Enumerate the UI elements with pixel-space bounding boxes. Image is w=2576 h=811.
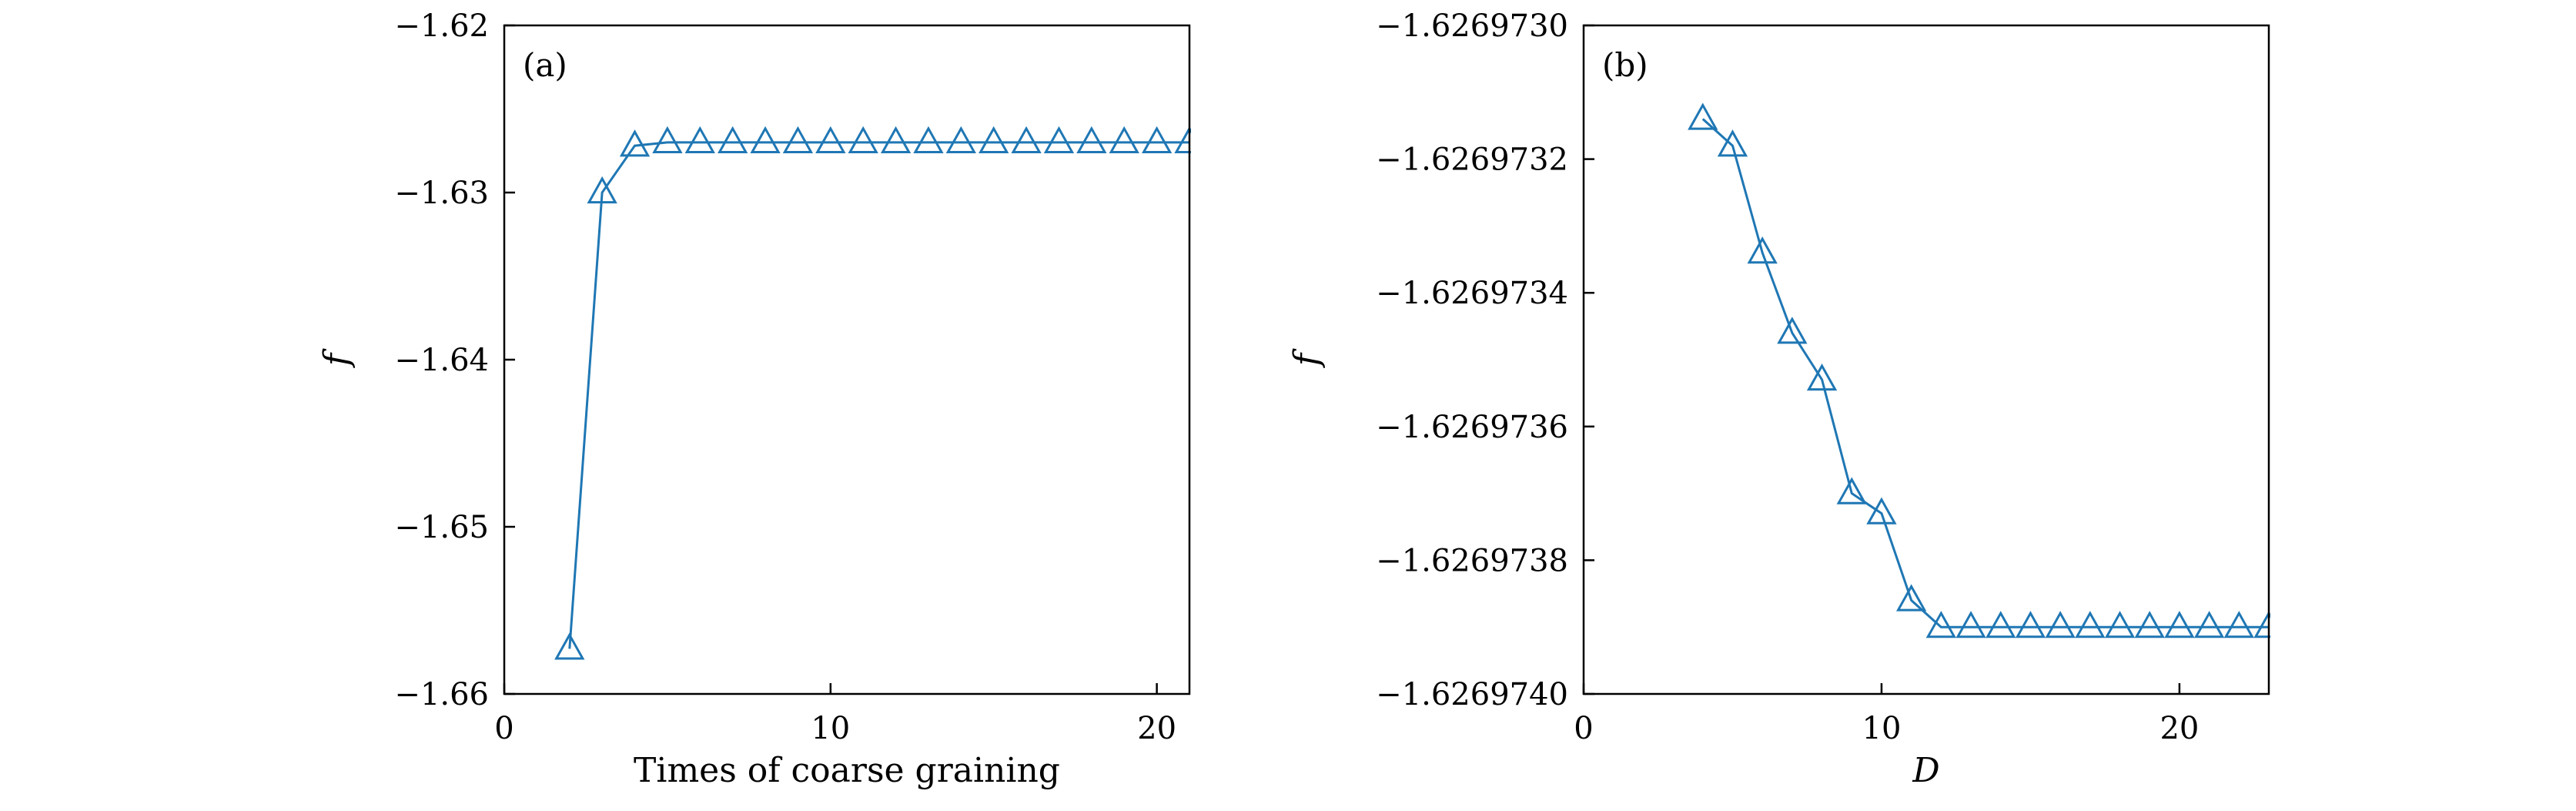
- plot-frame: [1582, 24, 2270, 695]
- y-tick-label: −1.6269730: [1376, 8, 1568, 44]
- data-point-triangle: [1011, 126, 1042, 153]
- data-point-triangle: [782, 126, 814, 153]
- data-point-triangle: [1777, 317, 1808, 344]
- panel-b-chart: 0 10 20 −1.6269740 −1.6269738 −1.6269736 −1.62…: [1287, 8, 2270, 790]
- x-axis-title: D: [1912, 751, 1939, 790]
- series-group: [554, 126, 1191, 660]
- x-tick-label: 10: [811, 711, 850, 746]
- data-point-triangle: [848, 126, 878, 153]
- data-point-triangle: [1109, 126, 1139, 153]
- data-point-triangle: [1141, 126, 1173, 153]
- data-point-triangle: [1747, 236, 1778, 264]
- panel-label: (b): [1602, 46, 1648, 84]
- y-tick-label: −1.66: [394, 677, 489, 712]
- data-point-triangle: [619, 129, 651, 157]
- x-tick-label: 0: [1574, 711, 1593, 746]
- data-point-triangle: [945, 126, 976, 153]
- data-point-triangle: [587, 176, 617, 204]
- y-tick-label: −1.63: [394, 176, 489, 211]
- data-point-triangle: [1866, 497, 1897, 524]
- y-tick-label: −1.65: [394, 510, 489, 545]
- data-point-triangle: [979, 126, 1009, 153]
- y-tick-label: −1.6269732: [1376, 142, 1568, 178]
- data-point-triangle: [750, 126, 781, 153]
- data-point-triangle: [2193, 611, 2225, 638]
- y-tick-label: −1.64: [394, 343, 489, 378]
- y-tick-label: −1.6269740: [1376, 677, 1568, 712]
- x-tick-label: 20: [1137, 711, 1176, 746]
- data-point-triangle: [1925, 611, 1957, 638]
- x-axis-title: Times of coarse graining: [634, 751, 1060, 790]
- data-point-triangle: [684, 126, 715, 153]
- x-tick-label: 0: [494, 711, 514, 746]
- data-point-triangle: [1836, 477, 1867, 504]
- data-point-triangle: [554, 632, 585, 660]
- data-point-triangle: [2045, 611, 2076, 638]
- y-tick-label: −1.6269736: [1376, 410, 1568, 445]
- y-axis-title: f: [317, 348, 356, 368]
- x-tick-label: 10: [1862, 711, 1902, 746]
- data-point-triangle: [1895, 584, 1927, 612]
- data-point-triangle: [718, 126, 748, 153]
- data-point-triangle: [1043, 126, 1075, 153]
- data-point-triangle: [1076, 126, 1107, 153]
- panel-label: (a): [523, 46, 567, 84]
- data-point-triangle: [2223, 611, 2254, 638]
- series-line: [1701, 118, 2269, 628]
- data-point-triangle: [2015, 611, 2046, 638]
- y-tick-label: −1.6269738: [1376, 543, 1568, 578]
- series-group: [1688, 102, 2270, 638]
- data-point-triangle: [652, 126, 683, 153]
- data-point-triangle: [1806, 363, 1838, 391]
- data-point-triangle: [1688, 102, 1718, 130]
- panel-a-chart: 0 10 20 −1.66 −1.65 −1.64 −1.63 −1.62 (a) Times o…: [317, 8, 1191, 790]
- data-point-triangle: [1955, 611, 1986, 638]
- data-point-triangle: [913, 126, 944, 153]
- y-tick-label: −1.6269734: [1376, 276, 1568, 311]
- data-point-triangle: [2164, 611, 2195, 638]
- data-point-triangle: [815, 126, 846, 153]
- data-point-triangle: [2104, 611, 2136, 638]
- x-tick-label: 20: [2159, 711, 2199, 746]
- data-point-triangle: [1986, 611, 2016, 638]
- data-point-triangle: [2075, 611, 2106, 638]
- data-point-triangle: [2134, 611, 2165, 638]
- data-point-triangle: [1717, 129, 1748, 157]
- plot-frame: [503, 24, 1191, 695]
- data-point-triangle: [880, 126, 912, 153]
- series-line: [568, 141, 1189, 649]
- y-tick-label: −1.62: [394, 8, 489, 44]
- y-axis-title: f: [1287, 348, 1326, 368]
